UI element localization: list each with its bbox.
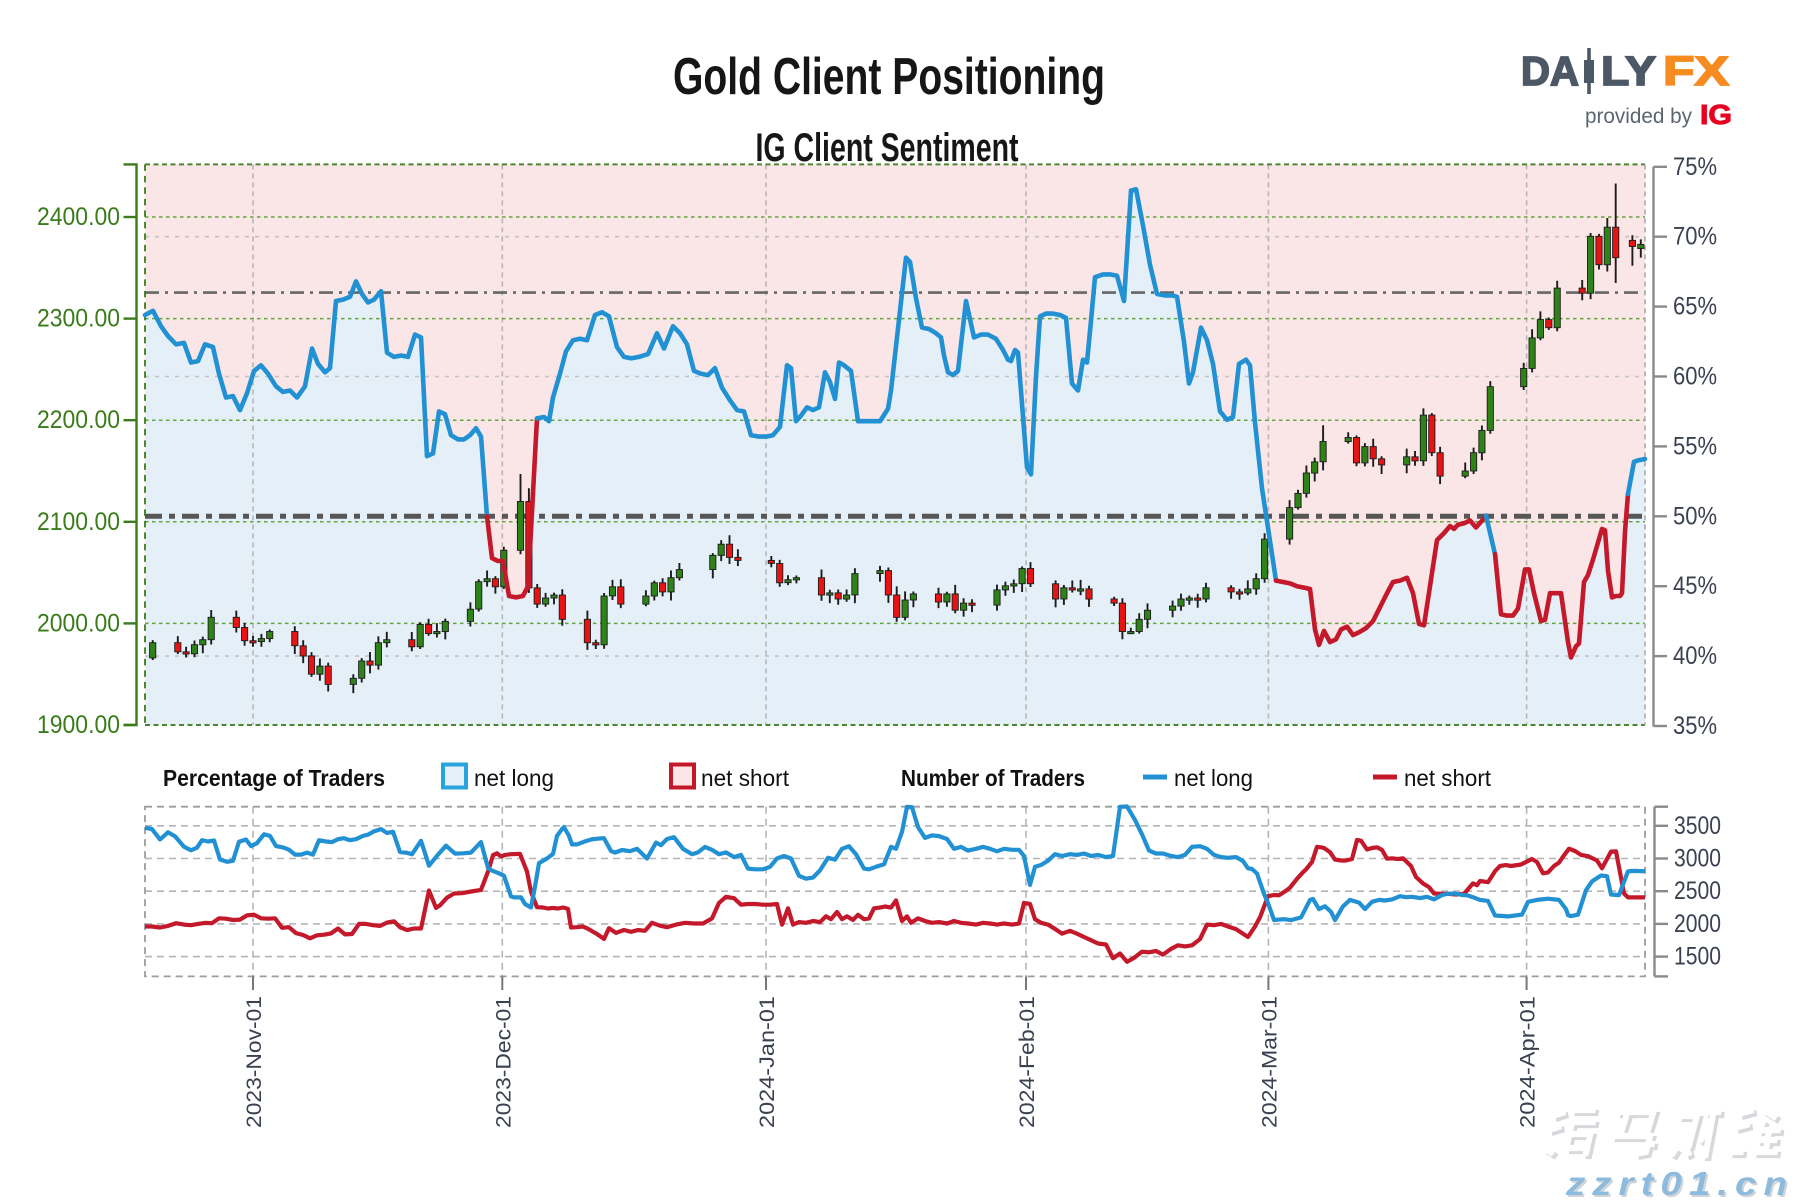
- svg-text:FX: FX: [1663, 48, 1729, 94]
- svg-text:40%: 40%: [1673, 642, 1717, 670]
- svg-text:2100.00: 2100.00: [37, 508, 120, 536]
- svg-text:DA: DA: [1521, 48, 1579, 94]
- svg-text:net short: net short: [701, 765, 790, 791]
- svg-text:Percentage of Traders: Percentage of Traders: [163, 765, 385, 791]
- svg-text:60%: 60%: [1673, 363, 1717, 391]
- svg-text:2400.00: 2400.00: [37, 203, 120, 231]
- svg-text:3500: 3500: [1674, 812, 1721, 840]
- svg-text:2023-Dec-01: 2023-Dec-01: [492, 996, 515, 1128]
- svg-text:net long: net long: [1174, 765, 1253, 791]
- svg-text:2024-Feb-01: 2024-Feb-01: [1016, 996, 1039, 1128]
- svg-text:2500: 2500: [1674, 877, 1721, 905]
- svg-text:IG Client Sentiment: IG Client Sentiment: [756, 126, 1019, 170]
- svg-text:Gold Client Positioning: Gold Client Positioning: [673, 48, 1105, 106]
- svg-text:2200.00: 2200.00: [37, 406, 120, 434]
- svg-text:Number of Traders: Number of Traders: [901, 765, 1085, 791]
- svg-text:75%: 75%: [1673, 153, 1717, 181]
- svg-text:net long: net long: [474, 765, 554, 791]
- svg-text:2024-Apr-01: 2024-Apr-01: [1517, 996, 1540, 1128]
- svg-text:IG: IG: [1700, 99, 1732, 130]
- svg-text:2000.00: 2000.00: [37, 609, 120, 637]
- svg-text:1900.00: 1900.00: [37, 711, 120, 739]
- svg-text:2300.00: 2300.00: [37, 305, 120, 333]
- svg-text:45%: 45%: [1673, 572, 1717, 600]
- svg-text:zzrt01.cn: zzrt01.cn: [1565, 1165, 1794, 1200]
- svg-text:2023-Nov-01: 2023-Nov-01: [243, 996, 266, 1128]
- svg-text:55%: 55%: [1673, 432, 1717, 460]
- svg-text:3000: 3000: [1674, 845, 1721, 873]
- svg-text:70%: 70%: [1673, 223, 1717, 251]
- svg-text:2024-Mar-01: 2024-Mar-01: [1258, 996, 1281, 1128]
- svg-text:provided by: provided by: [1585, 105, 1692, 128]
- svg-text:50%: 50%: [1673, 502, 1717, 530]
- svg-text:65%: 65%: [1673, 293, 1717, 321]
- svg-text:LY: LY: [1601, 48, 1656, 94]
- svg-text:zzrt01.cn: zzrt01.cn: [1567, 1167, 1796, 1200]
- svg-text:2024-Jan-01: 2024-Jan-01: [756, 996, 779, 1128]
- svg-text:net short: net short: [1404, 765, 1492, 791]
- svg-text:35%: 35%: [1673, 712, 1717, 740]
- svg-text:2000: 2000: [1674, 910, 1721, 938]
- svg-text:1500: 1500: [1674, 943, 1721, 971]
